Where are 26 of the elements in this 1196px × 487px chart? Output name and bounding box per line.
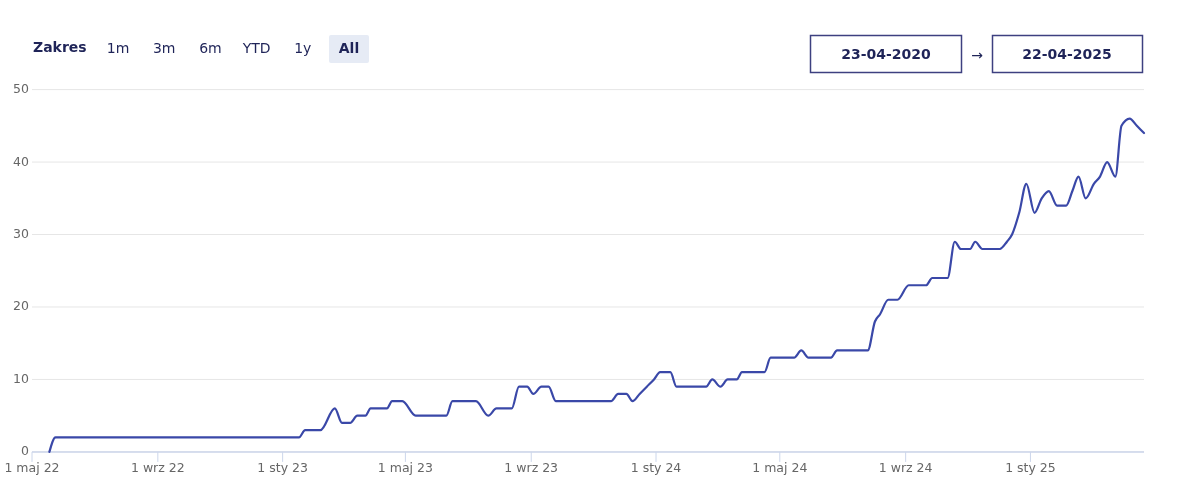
y-tick-label: 40 (13, 153, 30, 169)
x-tick-label: 1 sty 25 (1005, 459, 1056, 475)
x-tick-label: 1 wrz 22 (130, 459, 185, 475)
x-tick-label: 1 sty 23 (257, 459, 308, 475)
x-tick-label: 1 maj 23 (377, 459, 433, 475)
text: 6m (199, 40, 222, 56)
text: → (971, 47, 984, 63)
date-field: 22-04-2025 (991, 34, 1144, 74)
y-tick-label: 10 (13, 370, 30, 386)
text: Zakres (33, 39, 87, 55)
text: YTD (241, 40, 271, 56)
x-tick-label: 1 wrz 24 (878, 459, 933, 475)
line-series (48, 117, 1146, 453)
text: 1y (294, 40, 312, 56)
y-tick-label: 0 (21, 443, 30, 459)
x-tick-label: 1 maj 22 (4, 459, 60, 475)
x-tick-label: 1 wrz 23 (504, 459, 559, 475)
y-tick-label: 30 (13, 226, 30, 242)
date-field: 23-04-2020 (809, 34, 963, 74)
y-tick-label: 50 (13, 81, 30, 97)
x-tick-label: 1 maj 24 (752, 459, 808, 475)
text: 3m (152, 40, 176, 56)
text: 1m (106, 40, 130, 56)
x-tick-label: 1 sty 24 (630, 459, 682, 475)
y-tick-label: 20 (13, 298, 30, 314)
range-button: All (329, 35, 369, 63)
